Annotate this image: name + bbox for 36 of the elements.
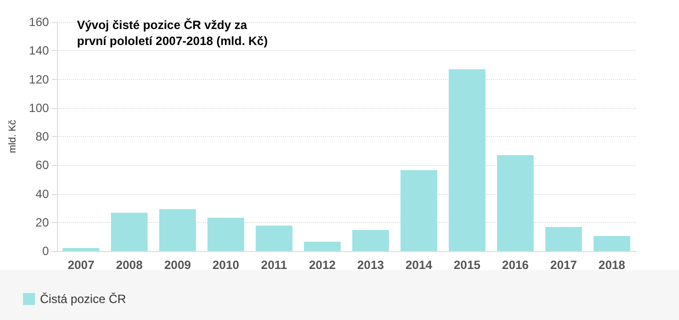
x-tick-label: 2007: [68, 258, 95, 272]
x-tick-label: 2011: [261, 258, 288, 272]
x-tick-label: 2017: [550, 258, 578, 272]
x-tick-label: 2010: [212, 258, 240, 272]
bar: [304, 242, 341, 251]
bar: [497, 155, 534, 251]
y-tick-label: 20: [36, 215, 50, 230]
x-tick-label: 2008: [116, 258, 143, 272]
x-tick-label: 2013: [357, 258, 384, 272]
y-tick-label: 40: [36, 186, 50, 201]
y-tick-label: 60: [36, 158, 50, 172]
y-tick-label: 0: [42, 244, 50, 258]
x-tick-label: 2015: [454, 258, 481, 272]
bar: [207, 218, 244, 251]
x-tick-label: 2018: [598, 258, 626, 272]
legend-label: Čistá pozice ČR: [40, 292, 126, 306]
bar: [594, 236, 630, 251]
x-tick-label: 2014: [405, 258, 433, 272]
y-tick-label: 120: [28, 72, 50, 86]
y-tick-label: 140: [28, 44, 50, 58]
bar: [400, 170, 438, 251]
chart-title: Vývoj čisté pozice ČR vždy za první pololetí 2007-2018 (mld. Kč): [77, 18, 268, 48]
x-tick-label: 2009: [164, 258, 192, 272]
y-tick-label: 100: [28, 100, 50, 115]
bar: [448, 69, 486, 251]
bar: [159, 209, 196, 251]
bar: [256, 226, 292, 251]
y-tick-label: 160: [28, 15, 50, 29]
x-tick-label: 2012: [308, 258, 336, 272]
bar: [62, 248, 100, 251]
x-tick-label: 2016: [502, 258, 530, 272]
y-axis-title: mld. Kč: [8, 120, 18, 154]
bar: [352, 230, 389, 251]
y-tick-label: 80: [36, 130, 50, 144]
bar: [545, 226, 582, 251]
bar: [110, 212, 148, 251]
